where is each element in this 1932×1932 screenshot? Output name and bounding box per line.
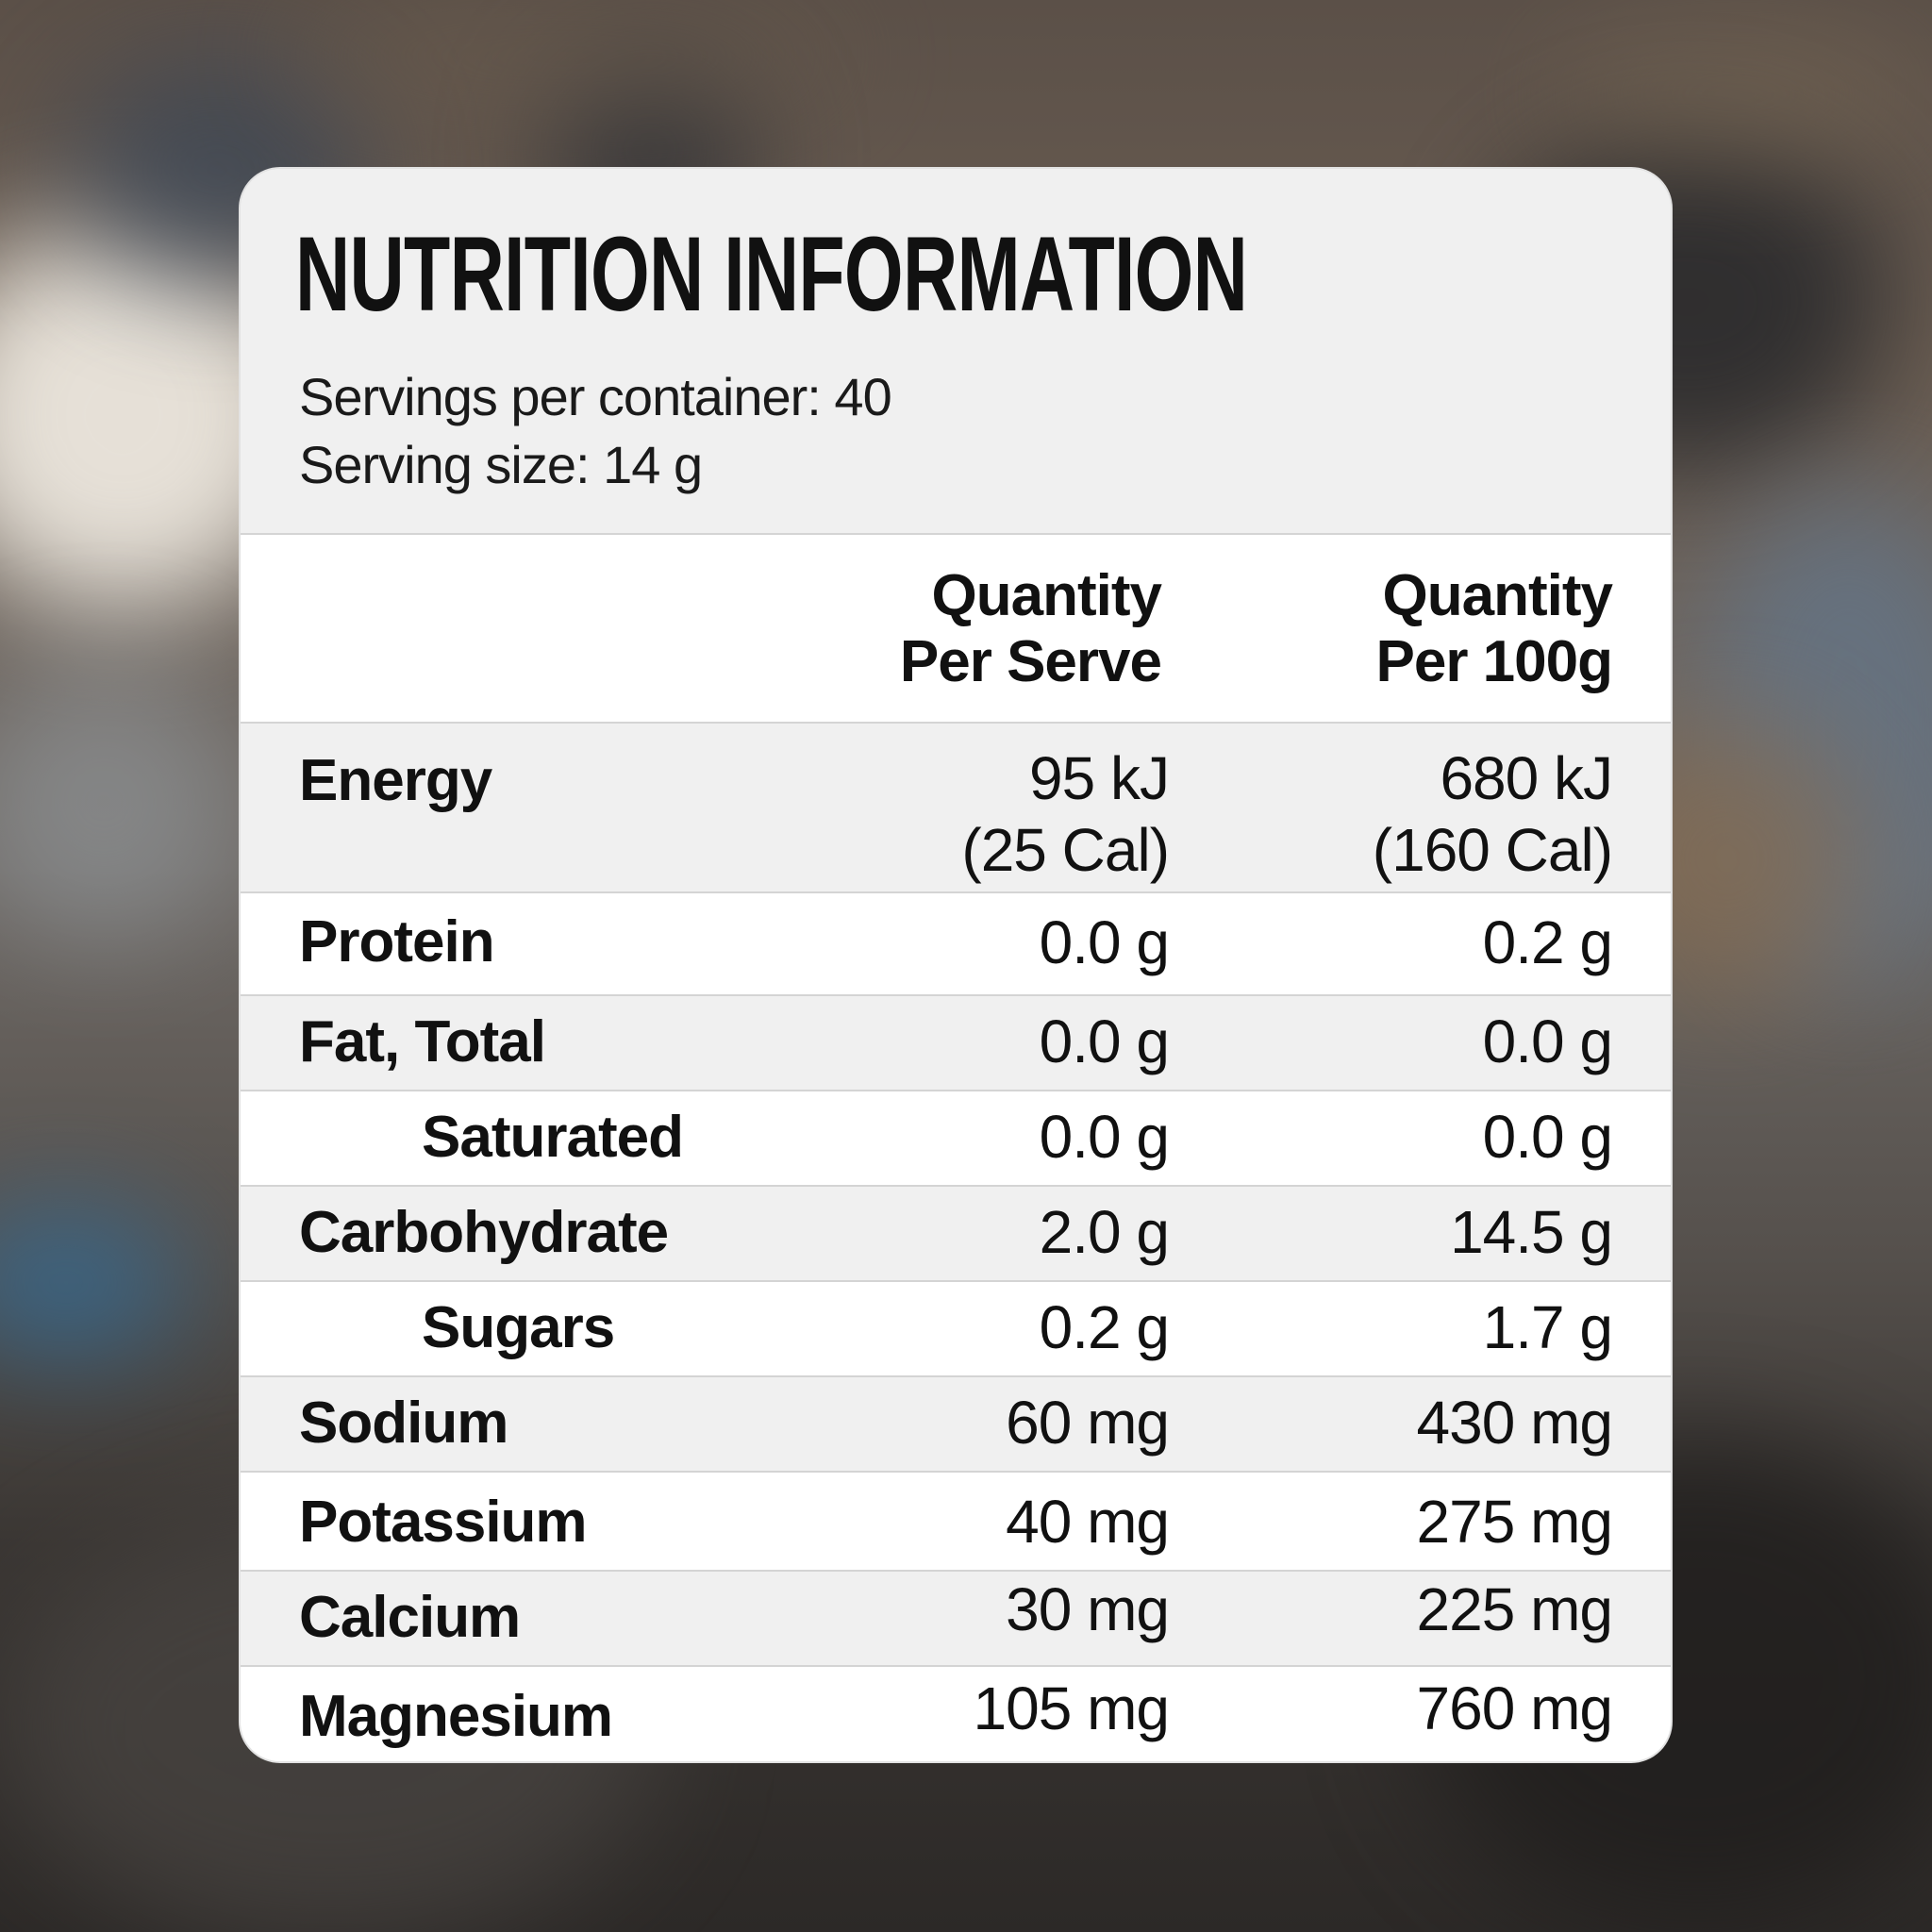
table-row-calcium: Calcium 30 mg 225 mg (241, 1572, 1671, 1667)
per-serve-value: 30 mg (1006, 1575, 1170, 1643)
per-100g-value: 0.0 g (1482, 1103, 1613, 1171)
per-100g-value: 0.0 g (1482, 1008, 1613, 1075)
per-serve-value: 0.0 g (1039, 1008, 1170, 1075)
per-100g-value: 1.7 g (1482, 1293, 1613, 1361)
per-100g-value: 275 mg (1416, 1488, 1613, 1556)
per-100g-value: 225 mg (1416, 1575, 1613, 1643)
row-label: Calcium (299, 1585, 521, 1650)
column-headers: Quantity Per Serve Quantity Per 100g (241, 535, 1671, 724)
row-label: Fat, Total (299, 1009, 546, 1074)
nutrition-panel: NUTRITION INFORMATION Servings per conta… (239, 167, 1673, 1763)
table-row-sugars: Sugars 0.2 g 1.7 g (241, 1282, 1671, 1377)
panel-header: NUTRITION INFORMATION Servings per conta… (241, 169, 1671, 535)
row-label: Protein (299, 909, 495, 974)
per-serve-value: 60 mg (1006, 1389, 1170, 1457)
column-header-per-100g: Quantity Per 100g (1375, 563, 1613, 694)
table-row-carbohydrate: Carbohydrate 2.0 g 14.5 g (241, 1187, 1671, 1282)
per-100g-value: 0.2 g (1482, 908, 1613, 976)
column-header-per-serve: Quantity Per Serve (899, 563, 1162, 694)
table-row-potassium: Potassium 40 mg 275 mg (241, 1473, 1671, 1572)
serving-size: Serving size: 14 g (299, 435, 703, 494)
table-row-fat-total: Fat, Total 0.0 g 0.0 g (241, 996, 1671, 1091)
table-row-protein: Protein 0.0 g 0.2 g (241, 893, 1671, 996)
per-100g-value: 760 mg (1416, 1674, 1613, 1742)
per-serve-value: 0.2 g (1039, 1293, 1170, 1361)
row-label: Carbohydrate (299, 1200, 669, 1265)
per-100g-value: 430 mg (1416, 1389, 1613, 1457)
row-label: Potassium (299, 1490, 588, 1555)
per-serve-value: 95 kJ (25 Cal) (961, 744, 1170, 884)
row-label: Energy (299, 748, 492, 813)
per-serve-value: 0.0 g (1039, 1103, 1170, 1171)
table-row-magnesium: Magnesium 105 mg 760 mg (241, 1667, 1671, 1761)
per-100g-value: 14.5 g (1450, 1198, 1613, 1266)
table-row-sodium: Sodium 60 mg 430 mg (241, 1377, 1671, 1473)
per-serve-value: 40 mg (1006, 1488, 1170, 1556)
per-serve-value: 0.0 g (1039, 908, 1170, 976)
row-label: Magnesium (299, 1684, 613, 1749)
table-row-saturated: Saturated 0.0 g 0.0 g (241, 1091, 1671, 1187)
row-label: Sugars (422, 1295, 615, 1360)
row-label: Sodium (299, 1391, 508, 1456)
table-row-energy: Energy 95 kJ (25 Cal) 680 kJ (160 Cal) (241, 724, 1671, 893)
panel-title: NUTRITION INFORMATION (295, 215, 1248, 333)
per-serve-value: 105 mg (973, 1674, 1170, 1742)
servings-per-container: Servings per container: 40 (299, 367, 892, 426)
row-label: Saturated (422, 1105, 684, 1170)
per-100g-value: 680 kJ (160 Cal) (1372, 744, 1613, 884)
per-serve-value: 2.0 g (1039, 1198, 1170, 1266)
